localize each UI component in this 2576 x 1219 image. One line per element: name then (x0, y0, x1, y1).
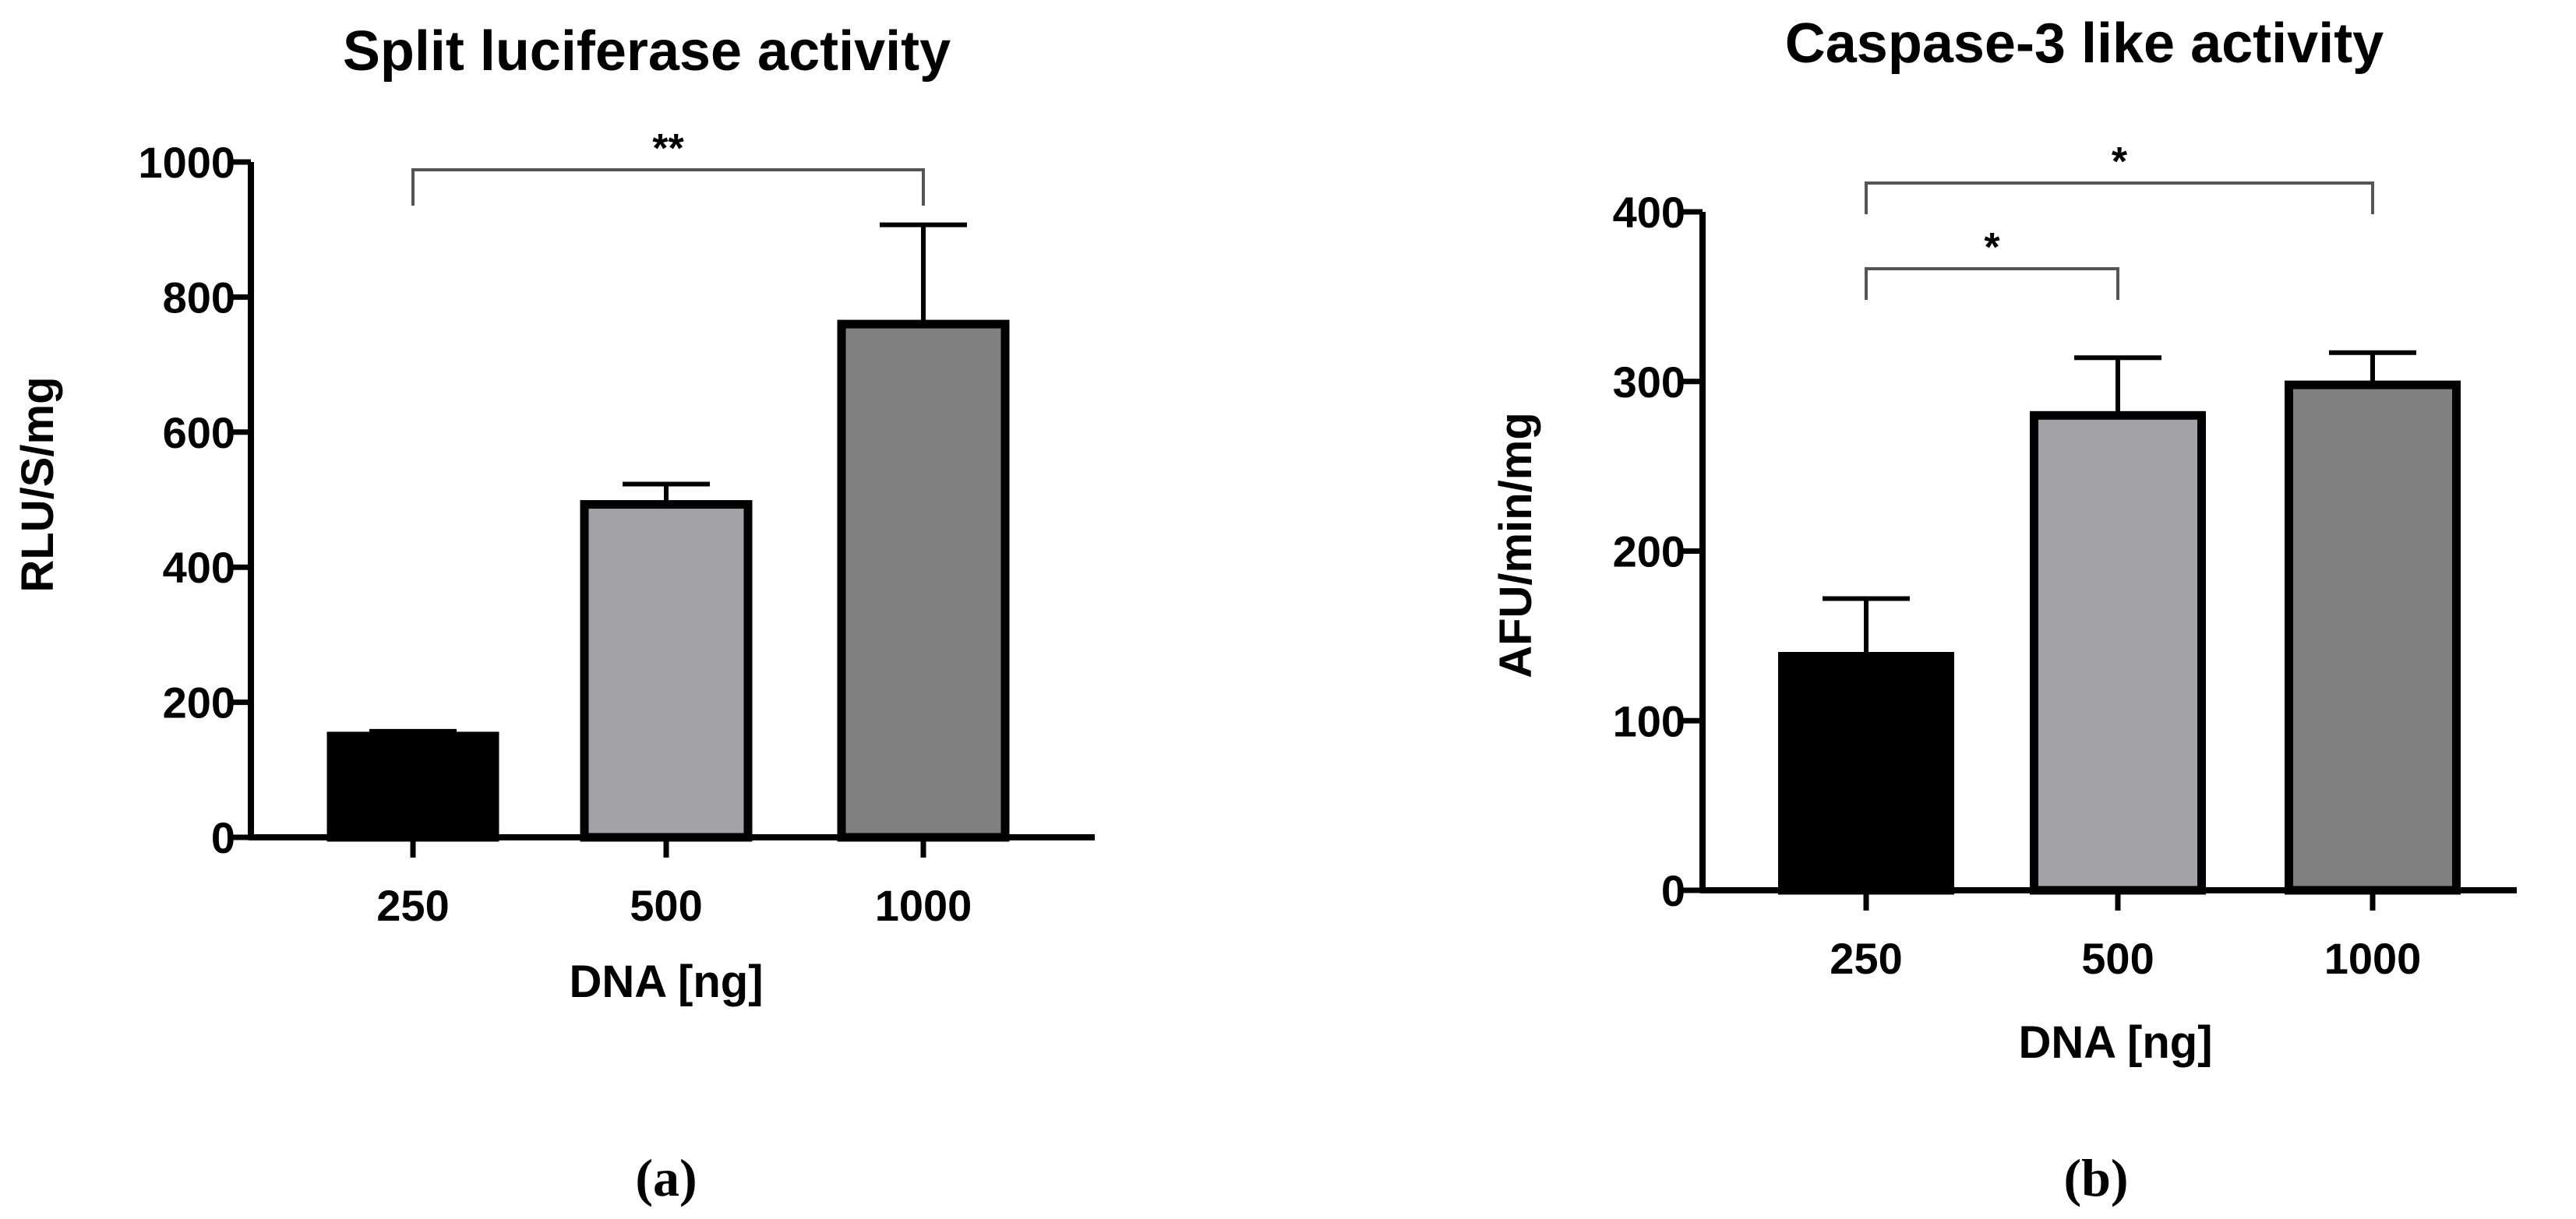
y-tick-label: 0 (1661, 866, 1685, 915)
x-axis-label-b: DNA [ng] (2018, 1017, 2212, 1068)
x-axis-label-a: DNA [ng] (569, 957, 763, 1007)
significance-bracket (411, 168, 925, 206)
y-axis-label-b: AFU/min/mg (1491, 412, 1541, 678)
panel-a-chart: Split luciferase activity RLU/S/mg DNA [… (12, 20, 1095, 1207)
bar-250 (326, 731, 499, 842)
y-tick-label: 200 (163, 678, 235, 728)
y-tick-label: 0 (211, 813, 235, 862)
y-tick-label: 400 (1613, 188, 1685, 237)
panel-b-chart: Caspase-3 like activity AFU/min/mg DNA [… (1491, 12, 2517, 1207)
y-tick-label: 100 (1613, 696, 1685, 745)
y-tick-label: 300 (1613, 358, 1685, 407)
significance-bracket (1865, 267, 2119, 300)
y-tick-label: 800 (163, 273, 235, 322)
bar-1000 (837, 319, 1010, 842)
significance-bracket (1865, 181, 2374, 214)
y-tick-label: 400 (163, 543, 235, 592)
significance-label: * (1984, 225, 2000, 270)
panel-caption-b: (b) (2063, 1148, 2128, 1207)
chart-title-b: Caspase-3 like activity (1785, 12, 2384, 75)
x-tick-label: 250 (1830, 934, 1902, 983)
y-axis-label-a: RLU/S/mg (12, 376, 63, 592)
y-tick-label: 600 (163, 408, 235, 457)
significance-label: ** (652, 126, 684, 171)
bar-500 (580, 500, 753, 842)
y-tick-label: 200 (1613, 527, 1685, 576)
x-tick-label: 250 (376, 881, 449, 930)
bar-500 (2030, 410, 2206, 895)
significance-label: * (2112, 139, 2128, 185)
bar-250 (1778, 652, 1954, 895)
bar-1000 (2285, 380, 2461, 895)
chart-title-a: Split luciferase activity (343, 20, 951, 83)
x-tick-label: 500 (630, 881, 702, 930)
x-tick-label: 1000 (875, 881, 972, 930)
x-tick-label: 500 (2081, 934, 2154, 983)
x-tick-label: 1000 (2324, 934, 2422, 983)
y-tick-label: 1000 (138, 138, 235, 187)
panel-caption-a: (a) (635, 1148, 697, 1207)
